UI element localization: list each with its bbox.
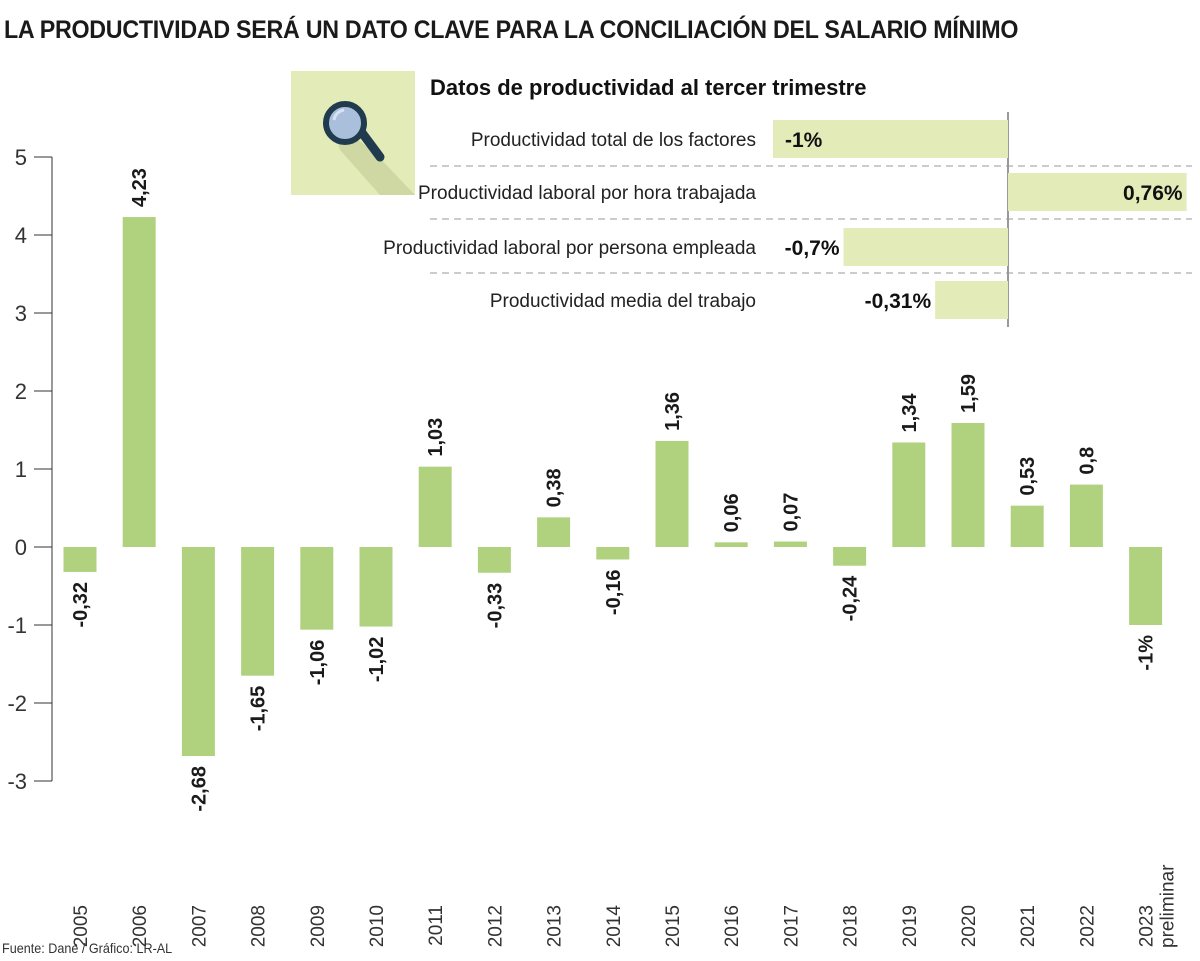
- data-label: -1%: [1136, 635, 1158, 671]
- bar-2018: [833, 547, 867, 566]
- data-label: -0,16: [603, 569, 625, 615]
- y-tick-label: 0: [15, 535, 27, 560]
- data-label: 1,03: [425, 418, 447, 457]
- y-tick-label: -1: [7, 613, 27, 638]
- x-tick-label: 2011: [426, 905, 447, 946]
- x-tick-label: 2012: [485, 905, 506, 947]
- x-tick-label: 2018: [841, 905, 862, 947]
- x-tick-label: 2019: [900, 905, 921, 947]
- x-tick-label: 2014: [604, 905, 625, 948]
- source-note: Fuente: Dane / Gráfico: LR-AL: [2, 940, 173, 956]
- preliminar-note: preliminar: [1158, 864, 1179, 948]
- x-tick-label: 2007: [189, 905, 210, 947]
- inset-value-label: -0,7%: [785, 237, 840, 260]
- bar-2022: [1069, 484, 1103, 547]
- data-label: -2,68: [188, 766, 210, 812]
- inset-bar: [843, 228, 1008, 266]
- x-tick-label: 2005: [71, 905, 92, 947]
- x-tick-label: 2016: [722, 905, 743, 947]
- data-label: -1,02: [366, 637, 388, 683]
- bar-2020: [951, 422, 985, 547]
- data-label: -0,24: [840, 575, 862, 621]
- data-label: 4,23: [129, 168, 151, 207]
- bar-2011: [418, 466, 452, 547]
- data-label: 1,34: [899, 393, 921, 433]
- magnifier-icon: [291, 71, 415, 195]
- x-tick-label: 2017: [781, 905, 802, 947]
- page-title: LA PRODUCTIVIDAD SERÁ UN DATO CLAVE PARA…: [4, 16, 1019, 44]
- bar-2014: [596, 547, 630, 560]
- bar-2012: [477, 547, 511, 573]
- inset-category-label: Productividad laboral por persona emplea…: [383, 238, 756, 259]
- bar-2023: [1129, 547, 1163, 625]
- inset-category-label: Productividad total de los factores: [471, 130, 756, 151]
- inset-value-label: -0,31%: [865, 290, 932, 313]
- x-tick-label: 2015: [663, 905, 684, 947]
- bar-2016: [714, 542, 748, 547]
- y-tick-label: 4: [15, 223, 27, 248]
- data-label: -1,65: [248, 686, 270, 732]
- data-label: 0,8: [1076, 447, 1098, 475]
- y-tick-label: -2: [7, 691, 27, 716]
- data-label: 0,53: [1017, 457, 1039, 496]
- inset-value-label: 0,76%: [1123, 182, 1183, 205]
- x-tick-label: 2023: [1137, 905, 1158, 947]
- data-label: 1,36: [662, 392, 684, 431]
- x-tick-label: 2008: [249, 905, 270, 947]
- inset-category-label: Productividad laboral por hora trabajada: [418, 183, 756, 204]
- bar-2019: [892, 442, 926, 547]
- x-tick-label: 2006: [130, 905, 151, 947]
- data-label: 0,06: [721, 493, 743, 532]
- x-tick-label: 2022: [1077, 905, 1098, 947]
- bar-2009: [300, 547, 334, 630]
- x-tick-label: 2009: [308, 905, 329, 947]
- bar-2006: [122, 217, 156, 547]
- inset-value-label: -1%: [785, 129, 823, 152]
- bar-2010: [359, 547, 393, 627]
- data-label: -0,32: [70, 582, 92, 628]
- bar-2015: [655, 440, 689, 547]
- inset-bar: [1008, 173, 1187, 211]
- x-tick-label: 2013: [545, 905, 566, 947]
- data-label: -0,33: [484, 583, 506, 629]
- y-tick-label: 1: [15, 457, 27, 482]
- bar-2007: [181, 547, 215, 757]
- data-label: 0,07: [780, 493, 802, 532]
- data-label: -1,06: [307, 640, 329, 686]
- x-tick-label: 2010: [367, 905, 388, 947]
- data-label: 0,38: [544, 468, 566, 507]
- y-tick-label: 5: [15, 145, 27, 170]
- inset-title: Datos de productividad al tercer trimest…: [430, 75, 866, 100]
- inset-bar: [773, 120, 1008, 158]
- bar-2008: [241, 547, 275, 676]
- bar-2005: [63, 547, 97, 572]
- inset-bar: [935, 281, 1008, 319]
- y-tick-label: -3: [7, 769, 27, 794]
- x-tick-label: 2021: [1018, 905, 1039, 947]
- data-label: 1,59: [958, 374, 980, 413]
- bar-2021: [1010, 505, 1044, 547]
- y-tick-label: 3: [15, 301, 27, 326]
- y-tick-label: 2: [15, 379, 27, 404]
- inset-category-label: Productividad media del trabajo: [490, 291, 756, 312]
- bar-2017: [773, 541, 807, 547]
- x-tick-label: 2020: [959, 905, 980, 947]
- bar-2013: [537, 517, 571, 547]
